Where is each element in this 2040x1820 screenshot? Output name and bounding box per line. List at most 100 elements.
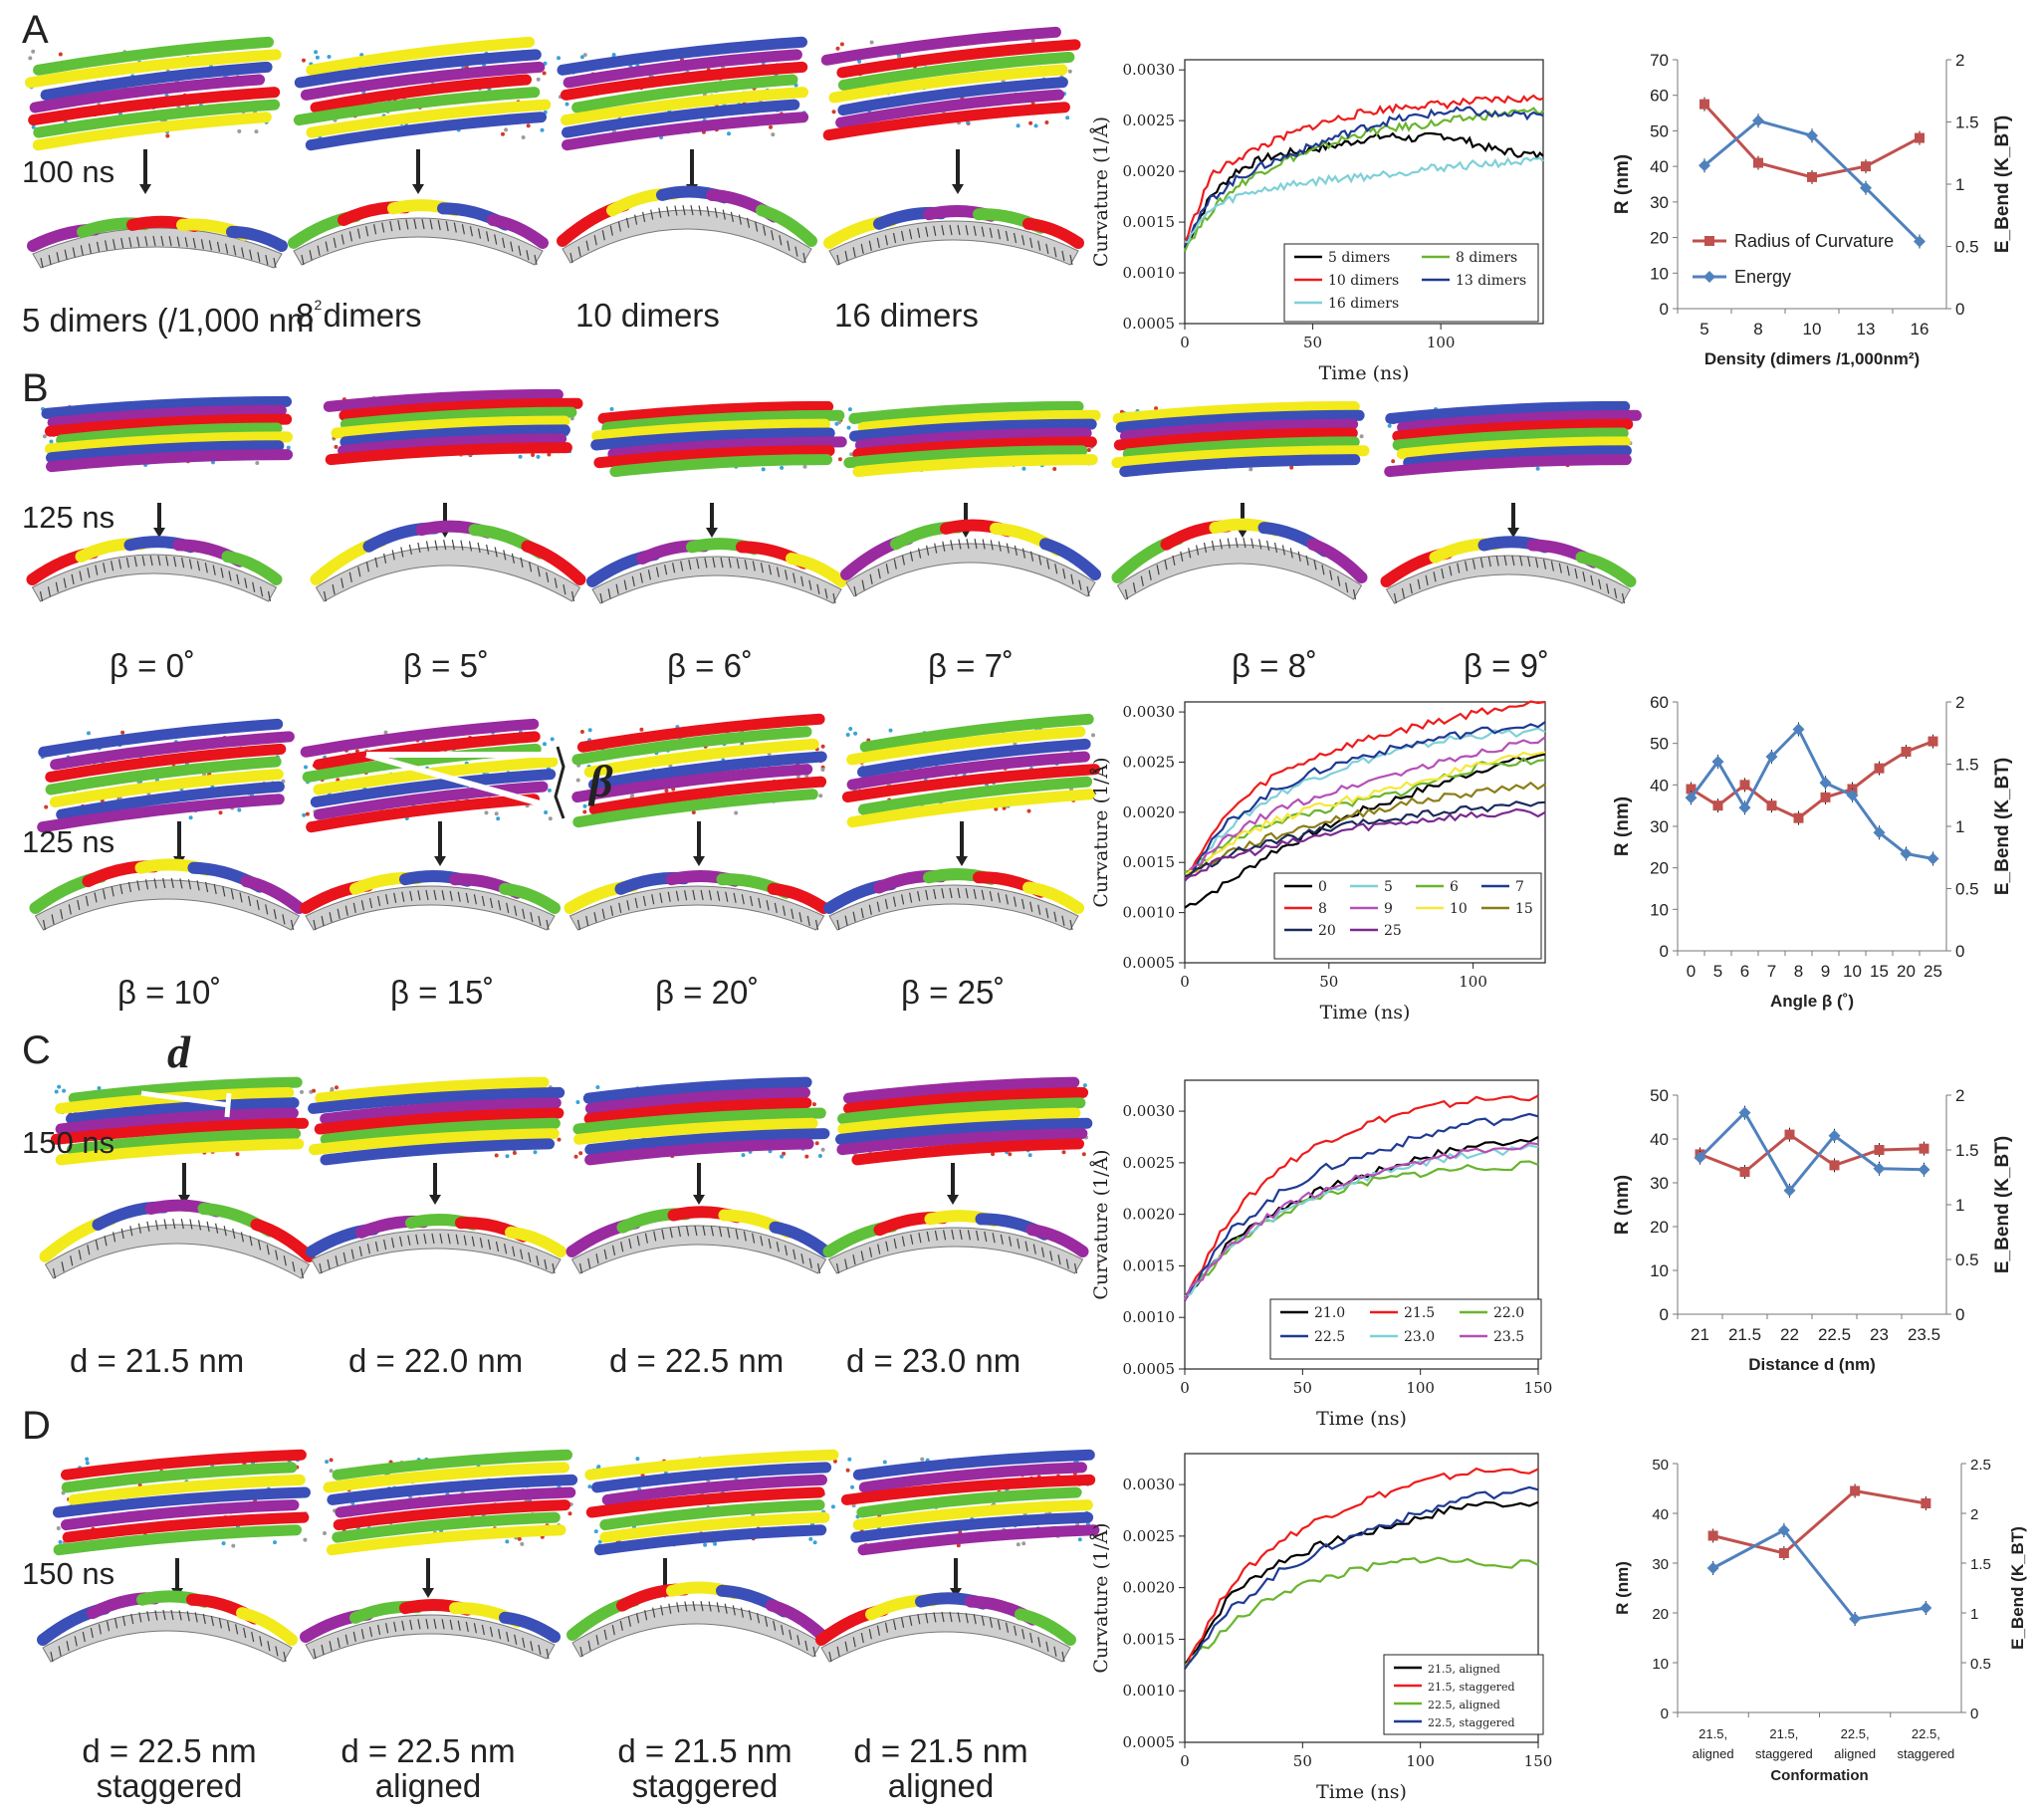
data-point-diamond [1765,751,1778,763]
protein-strand [1392,427,1629,451]
lipid-tail [512,1246,516,1257]
lipid-tail [941,888,945,899]
lipid-tail [317,245,321,256]
protein-strand [848,400,1084,424]
lipid-tail [168,236,172,247]
lipid-tail [511,553,515,565]
y-tick-label-right: 2 [1970,1506,1978,1523]
lipid-tail [1227,538,1231,549]
series-line-right [1699,1110,1925,1194]
lipid-bead [547,452,552,457]
lipid-tail [1449,566,1453,576]
caption-c-225: d = 22.5 nm [609,1342,785,1379]
lipid-tail [686,1226,690,1237]
lipid-tail [934,1230,938,1242]
y-axis-label-left: R (nm) [1612,154,1633,214]
lipid-tail [319,1262,323,1274]
lipid-tail [744,559,748,570]
lipid-tail [627,1616,631,1627]
protein-strand [61,1499,300,1531]
lipid-bead [512,1151,517,1155]
lipid-tail [623,579,627,590]
lipid-tail [409,890,413,902]
lipid-tail [933,225,937,237]
y-tick-label-left: 50 [1652,1457,1669,1474]
lipid-tail [146,1611,150,1622]
lipid-bead [42,434,47,439]
lipid-bead [58,1539,63,1544]
flat-membrane-patch [557,36,809,151]
lipid-tail [495,1241,500,1252]
lipid-tail [55,581,59,592]
protein-strand [856,1486,1082,1518]
lipid-bead [609,406,614,411]
legend-label: 5 [1384,879,1393,895]
legend-label: 9 [1384,901,1393,917]
protein-strand [557,36,807,76]
lipid-tail [885,564,889,574]
curved-membrane-patch [566,1206,832,1274]
lipid-tail [1180,551,1184,563]
lipid-bead [691,810,696,814]
x-tick-label: 7 [1767,962,1776,981]
lipid-tail [587,1640,591,1652]
flat-membrane-patch [323,1449,578,1556]
protein-strand [591,1462,832,1493]
lipid-tail [321,915,325,927]
lipid-tail [1289,548,1293,559]
lipid-tail [957,224,961,236]
down-arrow [153,503,165,538]
protein-strand [846,789,1096,828]
lipid-tail [696,558,700,569]
series-line-0 [1184,753,1546,909]
lipid-bead [44,804,49,809]
x-tick-label: staggered [1897,1746,1954,1761]
protein-coat [1022,217,1084,249]
protein-strand [599,1499,825,1531]
lipid-tail [909,892,913,903]
data-point-diamond [1918,1163,1930,1176]
lipid-tail [692,889,696,901]
lipid-tail [925,226,929,237]
down-arrow [947,1163,959,1205]
legend-box [1269,1298,1542,1360]
flat-membrane-patch [53,1449,311,1556]
y-tick-label-right: 0.5 [1970,1656,1991,1673]
protein-coat [756,204,817,247]
lipid-tail [290,919,295,931]
lipid-bead [782,1151,787,1156]
lipid-tail [494,234,498,245]
lipid-tail [1053,247,1057,258]
lipid-tail [611,1624,615,1636]
lipid-bead [853,731,858,736]
lipid-tail [443,539,447,551]
lipid-tail [58,1646,62,1657]
flat-membrane-patch [571,713,827,828]
lipid-tail [1014,545,1018,557]
lipid-tail [917,227,921,239]
lipid-bead [578,1151,583,1156]
lipid-bead [325,1460,330,1465]
lipid-tail [504,1244,508,1254]
y-tick-label-left: 10 [1650,900,1669,919]
lipid-tail [1021,1629,1025,1640]
down-arrow [1507,503,1519,538]
x-tick-label: 22.5, [1912,1726,1940,1741]
lipid-tail [461,224,465,235]
lipid-tail [325,241,329,252]
protein-strand [846,726,1086,766]
lipid-tail [256,899,260,911]
lipid-tail [1070,573,1074,584]
flat-membrane-patch [308,1076,566,1166]
flat-membrane-patch [841,713,1101,828]
x-tick-label: 10 [1843,962,1862,981]
protein-strand [843,445,1088,469]
x-tick-label: 10 [1803,320,1822,339]
caption-b-25: β = 25˚ [901,974,1006,1011]
y-tick-label-left: 60 [1650,693,1669,712]
legend-label: 10 [1450,901,1468,917]
lipid-tail [1005,230,1009,242]
y-tick-label-left: 50 [1650,735,1669,754]
lipid-tail [593,235,597,246]
